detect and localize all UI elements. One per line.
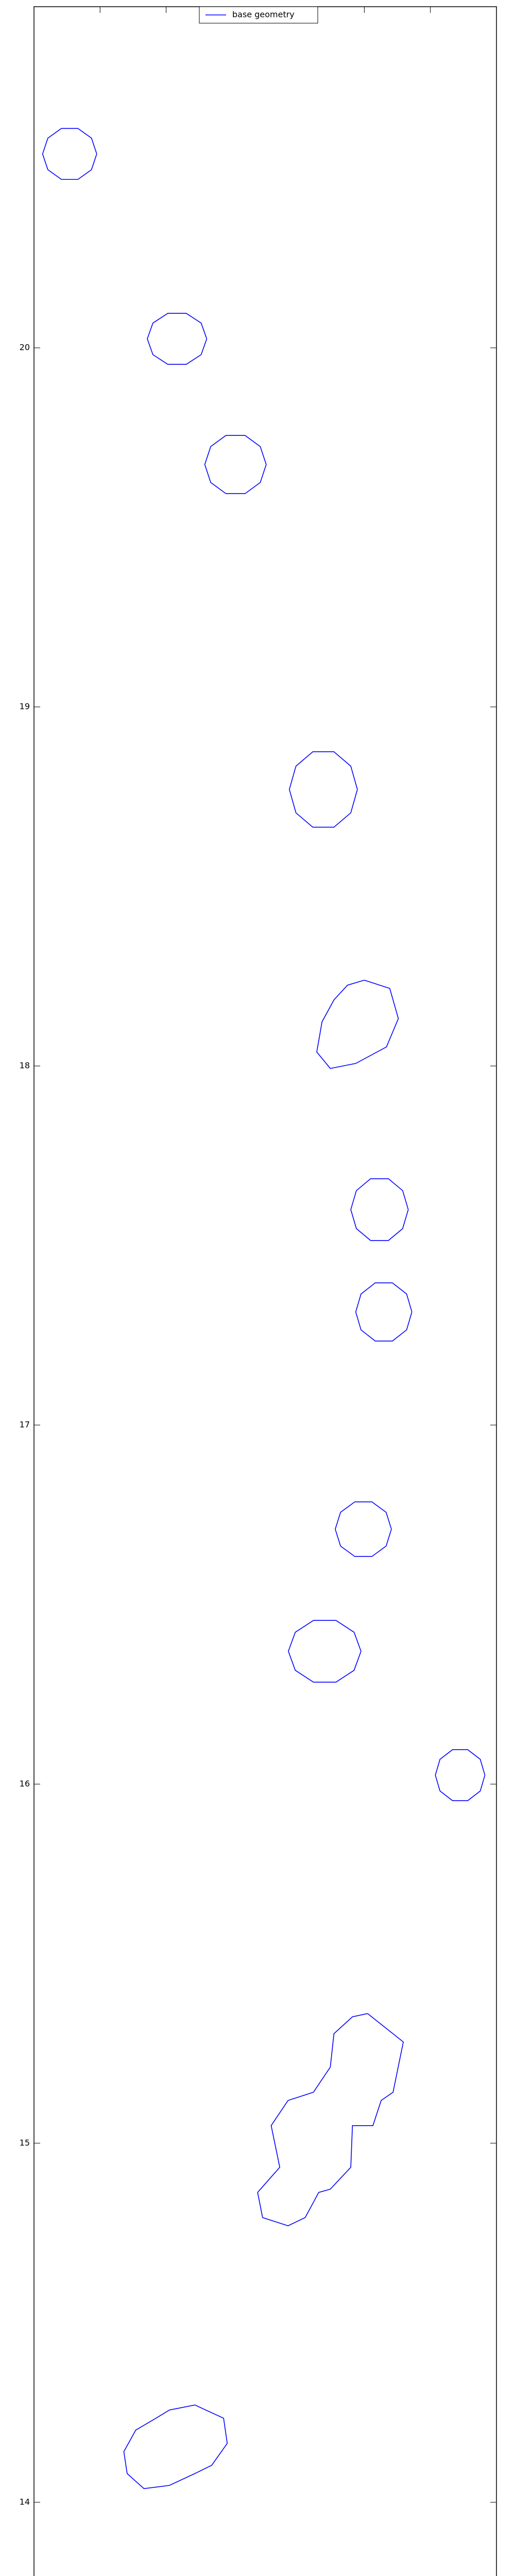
y-tick-label: 19 [20, 702, 30, 711]
y-tick-label: 16 [20, 1778, 30, 1788]
plot-frame [33, 6, 497, 2576]
y-tick-label: 14 [20, 2497, 30, 2506]
y-tick-label: 20 [20, 343, 30, 352]
y-tick-label: 15 [20, 2138, 30, 2147]
data-line [42, 128, 486, 2489]
legend-label: base geometry [232, 10, 295, 20]
y-tick-label: 18 [20, 1061, 30, 1071]
y-tick-label: 17 [20, 1420, 30, 1430]
